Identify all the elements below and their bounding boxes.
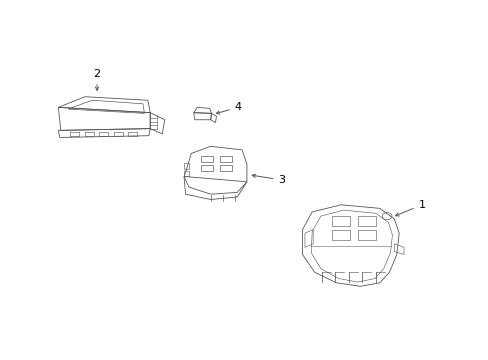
Text: 3: 3 — [252, 174, 285, 185]
Text: 4: 4 — [216, 102, 242, 114]
Text: 1: 1 — [395, 200, 425, 216]
Text: 2: 2 — [93, 69, 101, 90]
